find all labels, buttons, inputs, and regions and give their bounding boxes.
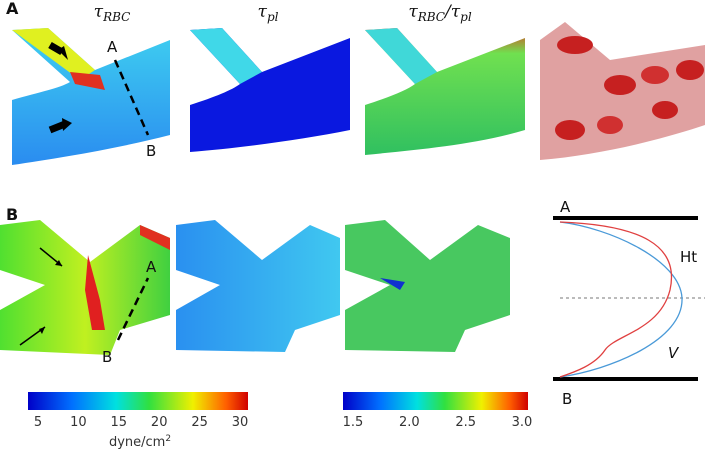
title: τRBC <box>94 2 131 24</box>
profile-label: B <box>562 390 572 408</box>
marker: A <box>146 258 157 276</box>
marker: B <box>146 142 156 160</box>
colorbar-tick-label: 20 <box>151 415 168 430</box>
colorbar-ticks: 1.5 2.0 2.5 3.0 <box>343 415 533 430</box>
vessel-b-ratio <box>345 220 510 352</box>
colorbar-tick-label: 3.0 <box>512 415 533 430</box>
colorbar-tick-label: 2.5 <box>455 415 476 430</box>
colorbar-ticks: 5 10 15 20 25 30 <box>34 415 248 430</box>
vessel-b-rbc <box>0 220 170 355</box>
colorbar-tick-label: 5 <box>34 415 42 430</box>
colorbar-tick-label: 10 <box>70 415 87 430</box>
vessel-rbc <box>12 28 170 165</box>
colorbar-unit: dyne/cm2 <box>109 434 171 450</box>
profile-label: A <box>560 198 571 216</box>
profile-label: V <box>668 344 680 362</box>
colorbar-tick-label: 2.0 <box>399 415 420 430</box>
panel-label: B <box>6 205 18 224</box>
vessel-ratio <box>365 28 525 155</box>
marker: B <box>102 348 112 366</box>
profile-label: Ht <box>680 248 697 266</box>
profile-plot <box>553 216 705 381</box>
colorbar <box>343 392 528 410</box>
colorbar <box>28 392 248 410</box>
title: τRBC/τpl <box>408 2 471 24</box>
colorbar-tick-label: 25 <box>191 415 208 430</box>
colorbar-tick-label: 1.5 <box>343 415 364 430</box>
vessel-rbc-render <box>540 22 705 160</box>
marker: A <box>107 38 118 56</box>
colorbar-tick-label: 15 <box>111 415 128 430</box>
vessel-b-pl <box>176 220 340 352</box>
title: τpl <box>258 2 279 24</box>
vessel-pl <box>190 28 350 152</box>
colorbar-tick-label: 30 <box>232 415 249 430</box>
panel-label: A <box>6 0 19 18</box>
